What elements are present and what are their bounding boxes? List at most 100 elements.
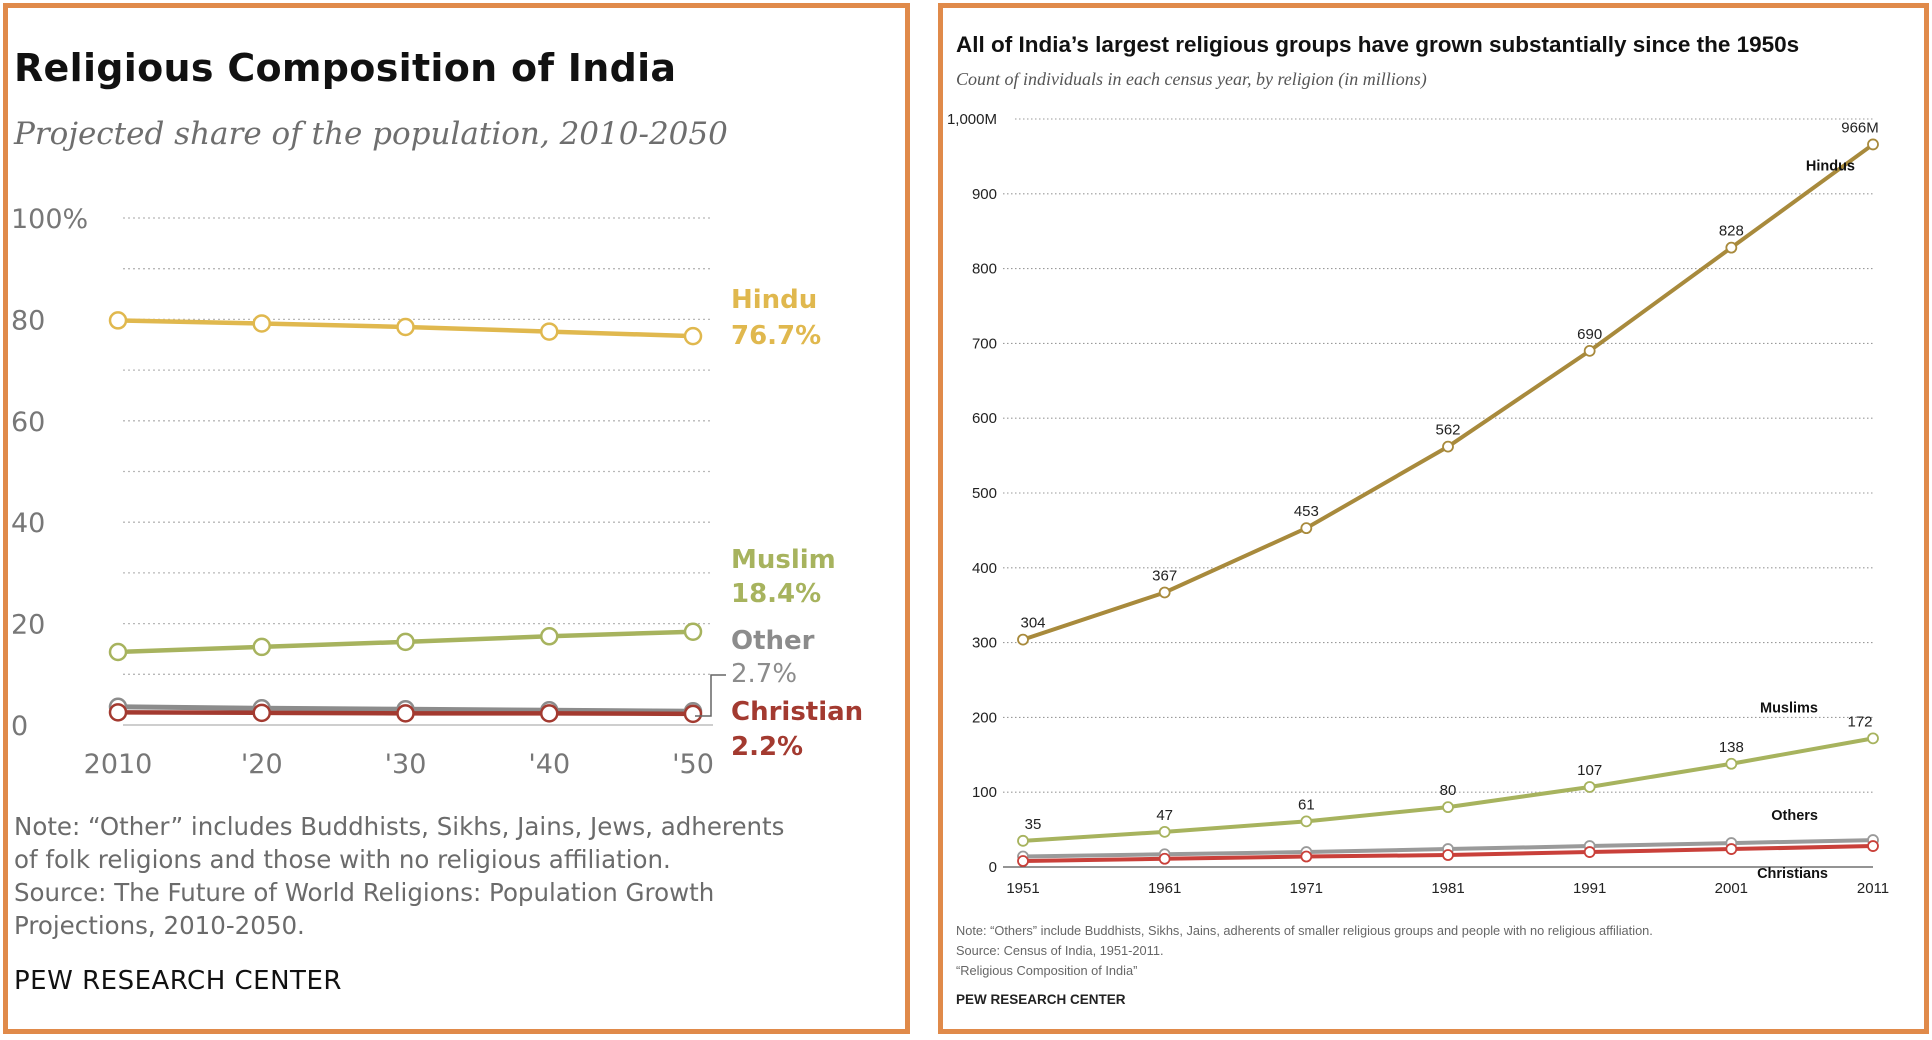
data-point-muslim [683,622,703,641]
data-label: 966M [1841,119,1879,136]
data-label: 47 [1156,807,1173,824]
x-tick-label: '20 [241,749,283,780]
right-chart-title: All of India’s largest religious groups … [956,32,1800,57]
x-tick-label: 1981 [1431,880,1464,897]
right-chart-subtitle: Count of individuals in each census year… [956,69,1427,89]
right-note-line: Source: Census of India, 1951-2011. [956,943,1164,958]
y-tick-label: 100 [972,784,997,801]
x-tick-label: 2011 [1857,880,1889,897]
data-point-muslim [540,627,559,646]
left-line-chart: 100% 80 60 40 20 0 2010 '20 '30 '40 '50 Hindu 76.7% M… [11,204,863,780]
data-label: 107 [1577,762,1602,779]
data-label: 690 [1577,326,1602,343]
y-tick-label: 200 [972,709,997,726]
data-label: 562 [1435,422,1460,439]
data-point-muslim [252,637,271,657]
y-tick-label: 300 [972,635,997,652]
data-point-christians [1158,852,1171,865]
y-tick-label: 600 [972,410,997,427]
x-tick-label: '50 [672,749,714,780]
data-point-muslims [1300,815,1313,828]
x-tick-label: 1971 [1290,880,1323,897]
series-name-label: Hindus [1806,158,1855,174]
y-tick-label: 60 [11,407,45,438]
x-tick-label: 1961 [1148,880,1181,897]
left-note: Note: “Other” includes Buddhists, Sikhs,… [14,810,905,942]
left-note-line: of folk religions and those with no reli… [14,845,671,874]
series-value-label: 76.7% [731,321,821,351]
data-point-muslims [1442,801,1454,814]
data-label: 35 [1025,816,1042,833]
y-tick-label: 40 [11,508,45,539]
data-point-hindu [540,322,559,341]
x-tick-label: 2001 [1715,880,1748,897]
left-note-line: Source: The Future of World Religions: P… [14,878,715,907]
data-point-muslim [396,632,415,652]
y-tick-label: 80 [11,305,45,336]
left-source-org: PEW RESEARCH CENTER [14,966,342,996]
series-name-label: Other [731,626,815,656]
series-name-label: Hindu [731,285,817,315]
data-point-muslims [1867,732,1879,745]
right-panel: All of India’s largest religious groups … [938,3,1929,1034]
left-chart-title: Religious Composition of India [14,46,677,90]
right-note-line: “Religious Composition of India” [956,963,1138,978]
data-point-muslims [1725,757,1738,770]
y-tick-label: 100% [11,204,88,235]
series-value-label: 2.7% [731,659,797,689]
data-point-muslims [1583,781,1596,793]
data-point-muslim [108,642,128,662]
y-tick-label: 900 [972,186,997,203]
y-tick-label: 0 [989,859,997,876]
y-tick-label: 1,000M [947,111,997,128]
data-point-christians [1725,843,1738,855]
data-label: 453 [1294,503,1319,520]
y-tick-label: 800 [972,261,997,278]
y-tick-label: 500 [972,485,997,502]
series-value-label: 2.2% [731,732,803,762]
right-source-org: PEW RESEARCH CENTER [956,992,1126,1007]
data-point-hindus [1442,440,1454,453]
data-point-christian [540,704,559,723]
data-point-hindus [1725,241,1738,254]
left-note-line: Projections, 2010-2050. [14,911,305,940]
other-leader-line [695,674,726,717]
left-chart-subtitle: Projected share of the population, 2010-… [14,116,728,152]
data-label: 367 [1152,567,1177,584]
series-name-label: Others [1771,808,1818,824]
data-point-hindus [1300,522,1313,535]
right-note-line: Note: “Others” include Buddhists, Sikhs,… [956,923,1653,938]
y-tick-label: 0 [11,711,28,742]
series-name-label: Muslim [731,545,836,575]
data-point-christian [683,704,703,724]
y-tick-label: 400 [972,560,997,577]
left-note-line: Note: “Other” includes Buddhists, Sikhs,… [14,812,785,841]
data-point-christians [1017,855,1029,867]
data-label: 80 [1440,782,1457,799]
data-label: 304 [1020,615,1045,632]
data-point-christians [1867,840,1879,852]
right-note: Note: “Others” include Buddhists, Sikhs,… [956,921,1653,981]
data-point-hindu [108,311,128,330]
data-point-muslims [1017,834,1029,847]
series-line-hindus [1022,142,1875,642]
data-point-hindus [1017,633,1029,646]
data-point-hindu [683,326,703,346]
series-name-label: Christian [731,697,863,727]
data-point-christian [108,703,128,722]
data-point-hindu [396,317,415,337]
series-value-label: 18.4% [731,579,821,609]
x-tick-label: 2010 [84,749,153,780]
data-point-hindus [1867,138,1879,151]
data-label: 828 [1719,223,1744,240]
left-panel: Religious Composition of India Projected… [3,3,910,1034]
x-tick-label: 1951 [1006,880,1039,897]
data-point-christian [396,704,415,723]
x-tick-label: '40 [528,749,570,780]
data-label: 61 [1298,796,1315,813]
series-name-label: Muslims [1760,700,1818,716]
x-tick-label: '30 [385,749,427,780]
data-point-hindus [1158,586,1171,599]
data-point-muslims [1158,825,1171,838]
series-name-label: Christians [1757,866,1828,882]
